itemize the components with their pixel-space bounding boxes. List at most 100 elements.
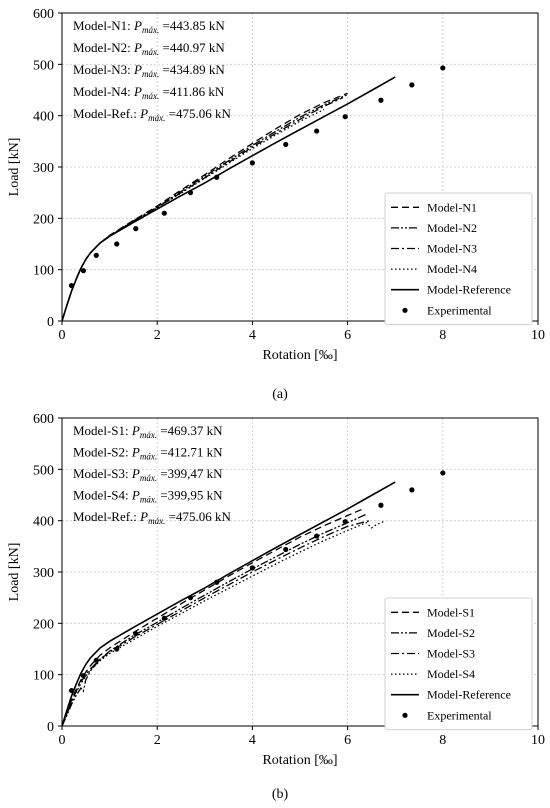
annotation-p-symbol: P — [133, 84, 142, 99]
experimental-point — [187, 190, 194, 196]
annotation-model-label: Model-N2: — [73, 40, 134, 55]
annotation-subscript: máx. — [142, 69, 159, 79]
experimental-point — [68, 687, 75, 694]
panel-caption: (a) — [272, 387, 288, 402]
experimental-point — [93, 252, 99, 258]
legend-label: Model-N4 — [427, 262, 477, 276]
legend-label: Model-S2 — [427, 626, 475, 640]
series-line-model-n4 — [62, 109, 325, 321]
annotation-subscript: máx. — [142, 25, 159, 35]
legend-item: Model-Reference — [391, 283, 511, 297]
experimental-point — [114, 241, 120, 247]
y-tick-label: 500 — [33, 463, 54, 478]
y-tick-label: 200 — [33, 212, 54, 227]
annotation-value: =440.97 kN — [159, 40, 225, 55]
legend-item: Model-N3 — [391, 242, 477, 256]
annotation-model-label: Model-Ref.: — [73, 106, 140, 121]
y-tick-label: 300 — [33, 566, 54, 581]
experimental-point — [283, 141, 289, 148]
annotation-value: =469.37 kN — [157, 423, 223, 438]
x-tick-label: 6 — [344, 328, 351, 343]
annotation-subscript: máx. — [148, 113, 165, 123]
experimental-point — [314, 533, 320, 539]
legend: Model-N1 Model-N2 Model-N3 Model-N4 Model-Re… — [384, 192, 533, 326]
y-tick-label: 300 — [33, 161, 54, 176]
legend-item: Model-S1 — [391, 605, 475, 619]
experimental-point — [161, 210, 167, 216]
series-line-model-reference — [62, 76, 396, 321]
experimental-point — [80, 268, 87, 274]
legend-marker — [402, 712, 408, 718]
y-axis-label: Load [kN] — [7, 138, 22, 197]
experimental-point — [93, 657, 99, 663]
legend-label: Experimental — [427, 303, 492, 317]
experimental-point — [440, 470, 446, 476]
annotation-p-symbol: P — [139, 509, 148, 524]
y-axis-label: Load [kN] — [7, 543, 22, 602]
plot-frame — [61, 417, 539, 727]
annotation-subscript: máx. — [140, 452, 157, 462]
legend-marker — [402, 307, 408, 313]
experimental-point — [283, 546, 289, 553]
pmax-annotation: Model-S4: Pmáx. =399,95 kN — [73, 488, 223, 505]
legend-item: Model-N1 — [391, 200, 477, 214]
panel-caption: (b) — [272, 787, 289, 802]
series-group — [62, 470, 446, 726]
legend-label: Model-N3 — [427, 242, 477, 256]
x-tick-label: 0 — [59, 733, 66, 748]
legend-item: Model-Reference — [391, 688, 511, 702]
y-tick-label: 200 — [33, 617, 54, 632]
series-group — [62, 65, 446, 321]
experimental-point — [161, 615, 167, 621]
plot-frame — [61, 12, 539, 322]
annotation-p-symbol: P — [131, 445, 140, 460]
annotation-model-label: Model-S2: — [73, 445, 132, 460]
legend-label: Model-Reference — [427, 283, 511, 297]
experimental-point — [409, 82, 415, 88]
annotation-subscript: máx. — [140, 473, 157, 483]
y-tick-label: 600 — [33, 7, 54, 22]
experimental-point — [214, 174, 220, 180]
y-tick-label: 0 — [47, 315, 54, 330]
annotation-value: =443.85 kN — [159, 18, 225, 33]
annotation-model-label: Model-Ref.: — [73, 509, 140, 524]
x-tick-label: 6 — [344, 733, 351, 748]
experimental-point — [214, 579, 220, 585]
legend: Model-S1 Model-S2 Model-S3 Model-S4 Model-Re… — [384, 597, 533, 731]
annotation-p-symbol: P — [131, 423, 140, 438]
annotation-model-label: Model-S4: — [73, 488, 132, 503]
series-line-model-n2 — [62, 94, 348, 321]
x-axis-label: Rotation [‰] — [262, 348, 337, 363]
x-tick-label: 2 — [154, 328, 161, 343]
series-line-model-s1 — [62, 508, 363, 726]
y-tick-label: 100 — [33, 264, 54, 279]
experimental-point — [68, 282, 75, 289]
pmax-annotation: Model-S3: Pmáx. =399,47 kN — [73, 466, 223, 483]
x-tick-label: 10 — [531, 733, 545, 748]
legend-label: Model-S3 — [427, 647, 475, 661]
legend-box — [384, 192, 533, 326]
annotation-subscript: máx. — [142, 91, 159, 101]
experimental-point — [314, 128, 320, 134]
annotation-value: =475.06 kN — [165, 106, 231, 121]
annotation-p-symbol: P — [133, 18, 142, 33]
pmax-annotation: Model-N3: Pmáx. =434.89 kN — [73, 62, 225, 79]
annotation-model-label: Model-S3: — [73, 466, 132, 481]
annotation-model-label: Model-N4: — [73, 84, 134, 99]
annotation-value: =475.06 kN — [165, 509, 231, 524]
legend-item: Model-N2 — [391, 221, 477, 235]
legend-box — [384, 597, 533, 731]
pmax-annotation: Model-N2: Pmáx. =440.97 kN — [73, 40, 225, 57]
pmax-annotation: Model-Ref.: Pmáx. =475.06 kN — [73, 509, 231, 526]
annotation-value: =411.86 kN — [159, 84, 225, 99]
legend-label: Model-Reference — [427, 688, 511, 702]
annotation-value: =412.71 kN — [157, 445, 223, 460]
annotation-model-label: Model-S1: — [73, 423, 132, 438]
experimental-point — [133, 226, 139, 232]
y-tick-label: 400 — [33, 515, 54, 530]
series-line-model-s2 — [62, 513, 367, 726]
experimental-point — [378, 97, 384, 103]
experimental-point — [249, 160, 255, 166]
